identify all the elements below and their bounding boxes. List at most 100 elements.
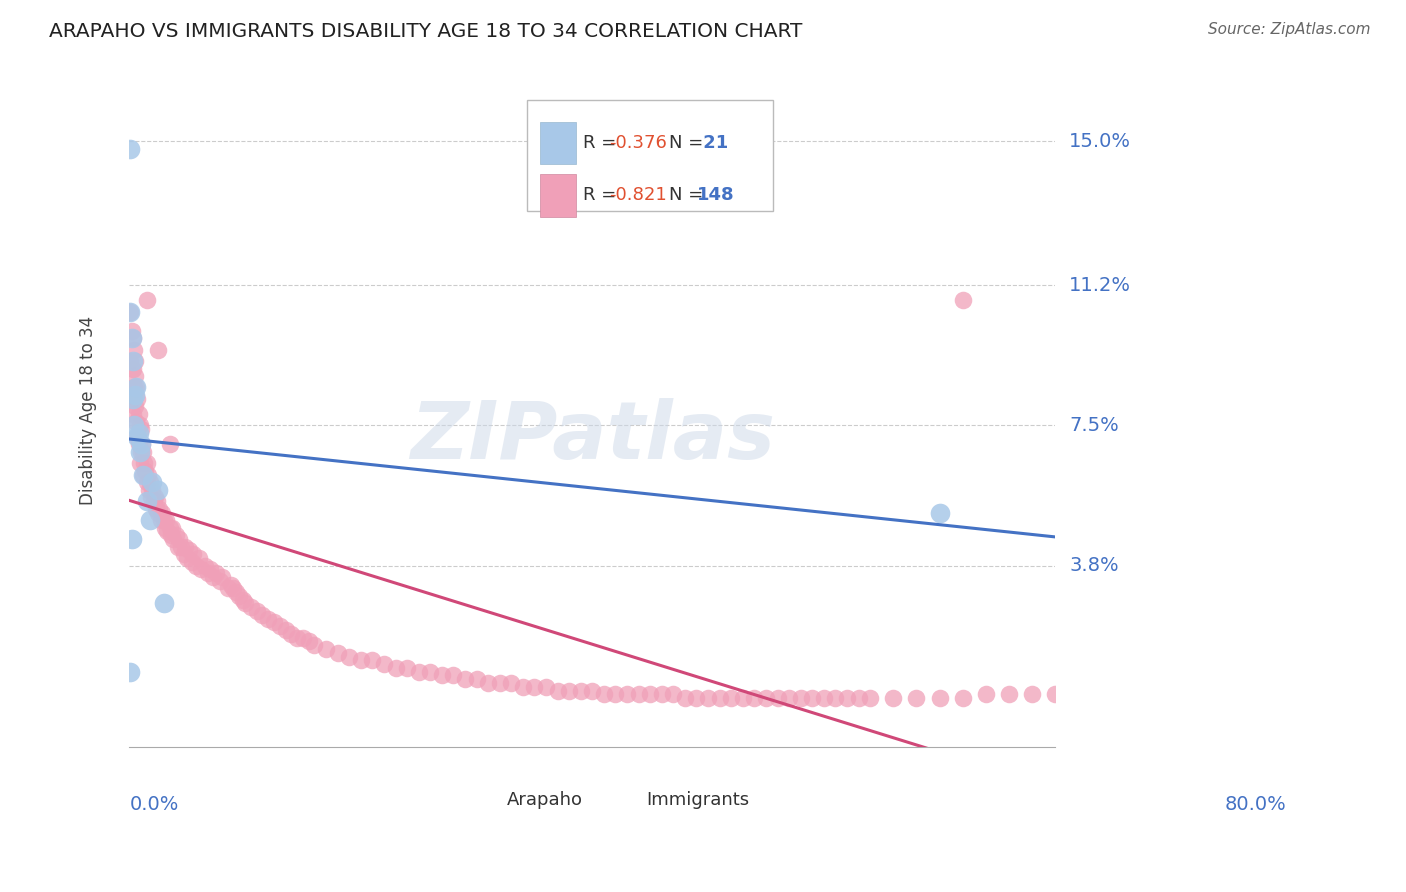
Text: 148: 148 [697, 186, 734, 204]
Point [350, 653, 373, 667]
Point [201, 570, 224, 584]
Point [419, 665, 441, 679]
Point [252, 607, 274, 622]
Point [274, 623, 297, 637]
Point [135, 494, 157, 508]
Point [744, 691, 766, 706]
Point [373, 657, 395, 672]
Point [181, 547, 204, 561]
Point [193, 558, 215, 573]
Point [824, 691, 846, 706]
Point [396, 661, 419, 675]
Point [523, 680, 546, 694]
Point [298, 634, 321, 648]
Point [882, 691, 904, 706]
Text: Source: ZipAtlas.com: Source: ZipAtlas.com [1208, 22, 1371, 37]
Point [813, 691, 835, 706]
Point [581, 683, 603, 698]
Point [120, 304, 142, 318]
Text: 0.0%: 0.0% [129, 795, 179, 814]
Point [233, 597, 256, 611]
Point [662, 688, 685, 702]
Point [121, 407, 143, 421]
Point [120, 304, 142, 318]
Point [141, 483, 163, 497]
Point [766, 691, 789, 706]
Text: Arapaho: Arapaho [508, 790, 583, 809]
Point [129, 422, 152, 436]
Point [134, 456, 156, 470]
Point [148, 506, 170, 520]
Point [120, 665, 142, 679]
Point [488, 676, 510, 690]
Point [156, 524, 179, 539]
Point [789, 691, 811, 706]
FancyBboxPatch shape [609, 786, 638, 814]
Point [121, 532, 143, 546]
Point [928, 691, 950, 706]
Point [569, 683, 592, 698]
Point [121, 331, 143, 345]
Point [974, 688, 997, 702]
Point [121, 331, 143, 345]
Point [141, 475, 163, 490]
Point [291, 631, 314, 645]
Point [132, 467, 155, 482]
Point [170, 540, 193, 554]
Point [139, 513, 162, 527]
Point [159, 437, 181, 451]
Point [124, 388, 146, 402]
Point [501, 676, 523, 690]
Point [384, 661, 406, 675]
Point [616, 688, 638, 702]
Point [128, 456, 150, 470]
Point [125, 415, 148, 429]
Point [125, 380, 148, 394]
Point [1045, 688, 1067, 702]
Point [167, 532, 190, 546]
Point [122, 418, 145, 433]
Point [176, 551, 198, 566]
Point [121, 324, 143, 338]
Text: 15.0%: 15.0% [1069, 132, 1132, 151]
Point [801, 691, 824, 706]
Point [228, 589, 250, 603]
Point [269, 619, 291, 633]
Point [905, 691, 928, 706]
Point [145, 501, 167, 516]
Point [132, 467, 155, 482]
Point [859, 691, 882, 706]
Text: R =: R = [583, 134, 621, 152]
Point [148, 501, 170, 516]
Point [122, 343, 145, 357]
Text: Disability Age 18 to 34: Disability Age 18 to 34 [79, 316, 97, 505]
Point [315, 642, 337, 657]
Point [180, 555, 202, 569]
Point [160, 521, 183, 535]
FancyBboxPatch shape [527, 100, 773, 211]
Point [179, 543, 201, 558]
Point [361, 653, 384, 667]
Text: 21: 21 [697, 134, 728, 152]
Text: N =: N = [669, 186, 709, 204]
Point [124, 369, 146, 384]
Point [149, 513, 172, 527]
Point [150, 506, 173, 520]
Point [125, 380, 148, 394]
Point [143, 491, 166, 505]
Point [441, 668, 464, 682]
Point [558, 683, 581, 698]
Text: N =: N = [669, 134, 709, 152]
Point [651, 688, 673, 702]
Point [465, 673, 488, 687]
Point [952, 293, 974, 308]
Point [155, 513, 177, 527]
Point [605, 688, 627, 702]
Point [547, 683, 569, 698]
Point [120, 142, 142, 156]
Text: 3.8%: 3.8% [1069, 556, 1119, 575]
Point [190, 562, 212, 576]
Point [1021, 688, 1043, 702]
Text: 11.2%: 11.2% [1069, 276, 1132, 294]
Point [160, 528, 183, 542]
